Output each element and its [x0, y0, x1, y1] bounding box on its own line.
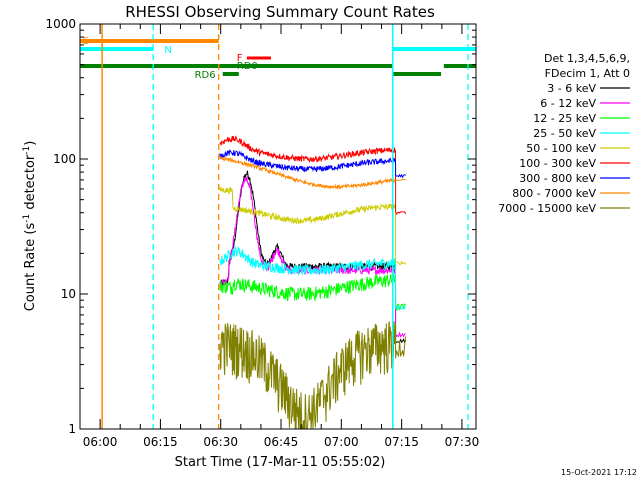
- y-tick-label: 100: [53, 152, 76, 166]
- series-layer: [219, 135, 407, 429]
- y-axis-label-main: Count Rate (s: [23, 223, 38, 312]
- x-tick-label: 06:30: [203, 435, 238, 449]
- y-tick-label: 10: [61, 287, 76, 301]
- flag-rd6-label: RD6: [195, 70, 216, 81]
- x-tick-label: 07:30: [445, 435, 480, 449]
- series-line: [219, 273, 406, 312]
- y-tick-label: 1000: [45, 17, 76, 31]
- series-line: [219, 135, 407, 215]
- y-tick-label: 1: [68, 422, 76, 436]
- series-line: [219, 149, 406, 179]
- flag-rd0-label: RD0: [237, 61, 258, 72]
- footer-date: 15-Oct-2021 17:12: [561, 468, 637, 477]
- legend-label: 12 - 25 keV: [533, 112, 596, 125]
- legend-label: 3 - 6 keV: [547, 82, 596, 95]
- legend: Det 1,3,4,5,6,9, FDecim 1, Att 0 3 - 6 k…: [498, 52, 630, 215]
- flag-n-label: N: [164, 45, 171, 56]
- legend-label: 800 - 7000 keV: [512, 187, 596, 200]
- x-tick-label: 07:00: [324, 435, 359, 449]
- y-axis-label-sup: -1: [22, 214, 32, 223]
- x-axis: 06:00 06:15 06:30 06:45 07:00 07:15 07:30: [79, 24, 480, 449]
- x-axis-label: Start Time (17-Mar-11 05:55:02): [175, 455, 386, 470]
- legend-header-1: Det 1,3,4,5,6,9,: [544, 52, 630, 65]
- legend-label: 300 - 800 keV: [519, 172, 596, 185]
- x-tick-label: 06:15: [143, 435, 178, 449]
- y-axis-label-mid: detector: [23, 154, 38, 214]
- x-tick-label: 06:00: [83, 435, 118, 449]
- series-line: [219, 321, 407, 429]
- legend-label: 7000 - 15000 keV: [498, 202, 596, 215]
- flag-f-label: F: [237, 53, 243, 64]
- legend-label: 6 - 12 keV: [540, 97, 596, 110]
- flag-s-label: S: [83, 36, 89, 47]
- y-axis-label-end: ): [23, 141, 38, 146]
- legend-header-2: FDecim 1, Att 0: [545, 67, 630, 80]
- plot-frame: [79, 23, 477, 430]
- x-tick-label: 06:45: [264, 435, 299, 449]
- chart-title: RHESSI Observing Summary Count Rates: [125, 3, 435, 21]
- y-axis: 1 10 100 1000: [45, 17, 476, 436]
- y-axis-label: Count Rate (s-1 detector-1): [22, 141, 38, 312]
- series-line: [219, 156, 406, 190]
- series-line: [219, 186, 407, 265]
- y-axis-label-sup2: -1: [22, 146, 32, 155]
- legend-label: 50 - 100 keV: [526, 142, 596, 155]
- x-tick-label: 07:15: [384, 435, 419, 449]
- legend-label: 100 - 300 keV: [519, 157, 596, 170]
- series-line: [219, 245, 407, 312]
- legend-label: 25 - 50 keV: [533, 127, 596, 140]
